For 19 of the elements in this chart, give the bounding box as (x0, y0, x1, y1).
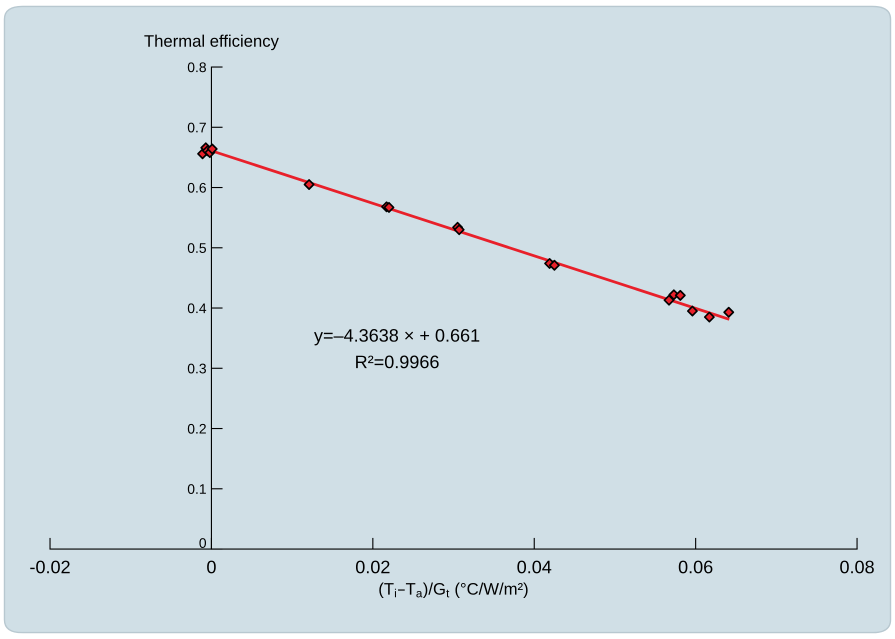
annotation: y=–4.3638 × + 0.661 (314, 329, 480, 346)
y-tick-label: 0.6 (188, 182, 206, 193)
y-tick-label: 0 (199, 538, 206, 548)
y-tick-label: 0.8 (188, 62, 206, 72)
x-tick-label: 0.04 (517, 560, 552, 574)
y-tick-label: 0.7 (188, 122, 206, 132)
y-tick-label: 0.4 (188, 303, 206, 314)
x-tick-label: 0 (207, 560, 216, 574)
y-tick-label: 0.2 (188, 424, 206, 434)
x-axis-title: (T$_{i}$–T$_{a}$)/G$_{t}$ (°C/W/m²) (379, 582, 528, 598)
y-tick-label: 0.3 (188, 364, 206, 374)
x-tick-label: 0.06 (678, 560, 712, 574)
annotation: R²=0.9966 (356, 356, 439, 368)
x-tick-label: 0.08 (840, 560, 874, 574)
y-tick-label: 0.1 (188, 484, 206, 494)
y-axis-title: Thermal efficiency (144, 34, 279, 50)
x-tick-label: 0.02 (356, 560, 390, 574)
x-tick-label: -0.02 (30, 560, 70, 574)
y-tick-label: 0.5 (188, 243, 206, 253)
